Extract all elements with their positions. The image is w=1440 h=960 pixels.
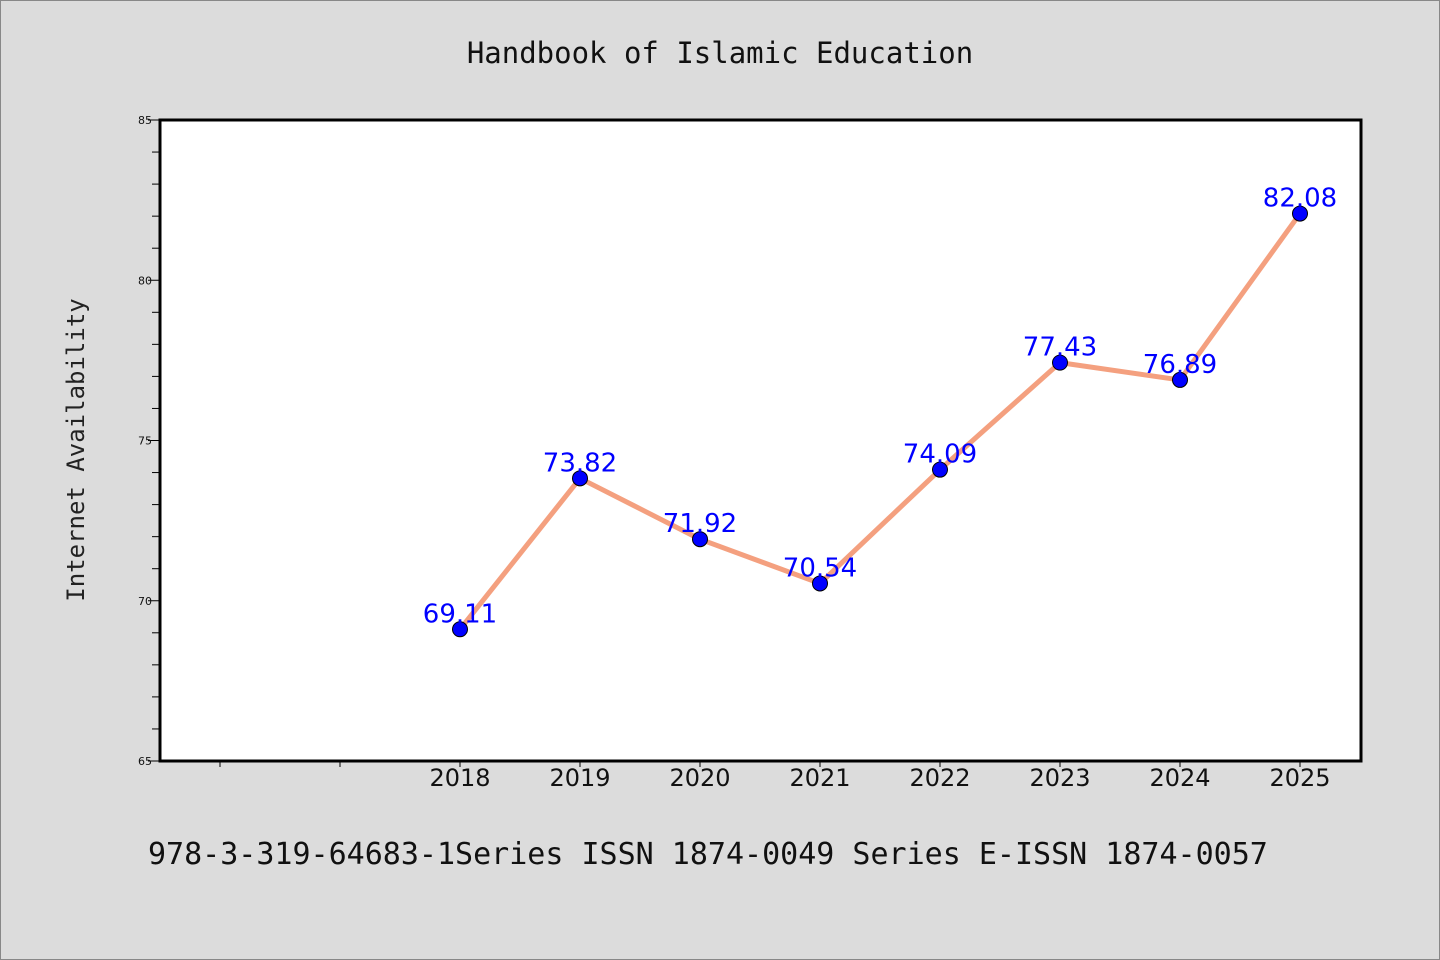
y-axis: 65 70 75 80 85 (138, 114, 160, 768)
data-label: 74.09 (903, 440, 977, 470)
chart-title: Handbook of Islamic Education (467, 36, 973, 70)
data-point (1052, 354, 1068, 371)
series-layer: 69.11 73.82 71.92 70.54 74.09 77.43 76.89 82.08 (423, 184, 1337, 638)
data-label: 77.43 (1023, 333, 1097, 363)
plot-area (158, 118, 1363, 763)
data-label: 71.92 (663, 509, 737, 539)
y-axis-label: Internet Availability (62, 298, 90, 601)
footer-isbn-text: 978-3-319-64683-1Series ISSN 1874-0049 S… (148, 837, 1268, 872)
x-tick-label: 2021 (789, 764, 850, 792)
x-tick-label: 2022 (909, 764, 970, 792)
y-tick-label: 70 (138, 595, 152, 608)
y-tick-label: 85 (138, 114, 152, 127)
data-point (1292, 205, 1308, 222)
data-point (932, 461, 948, 478)
y-tick-label: 65 (138, 755, 152, 768)
data-label: 73.82 (543, 448, 617, 478)
data-label: 82.08 (1263, 184, 1337, 214)
x-tick-label: 2023 (1029, 764, 1090, 792)
x-tick-label: 2025 (1269, 764, 1330, 792)
data-label: 70.54 (783, 553, 857, 583)
x-tick-label: 2018 (429, 764, 490, 792)
x-axis: 2018 2019 2020 2021 2022 2023 2024 2025 (219, 761, 1331, 792)
data-point (812, 575, 828, 592)
data-point (1172, 371, 1188, 388)
data-point (452, 621, 468, 638)
series-line (457, 211, 1303, 632)
x-tick-label: 2024 (1149, 764, 1210, 792)
data-label: 76.89 (1143, 350, 1217, 380)
data-point (572, 470, 588, 487)
x-tick-label: 2020 (669, 764, 730, 792)
data-label: 69.11 (423, 599, 497, 629)
y-tick-label: 75 (138, 435, 152, 448)
data-point (692, 531, 708, 548)
y-tick-label: 80 (138, 274, 152, 287)
x-tick-label: 2019 (549, 764, 610, 792)
